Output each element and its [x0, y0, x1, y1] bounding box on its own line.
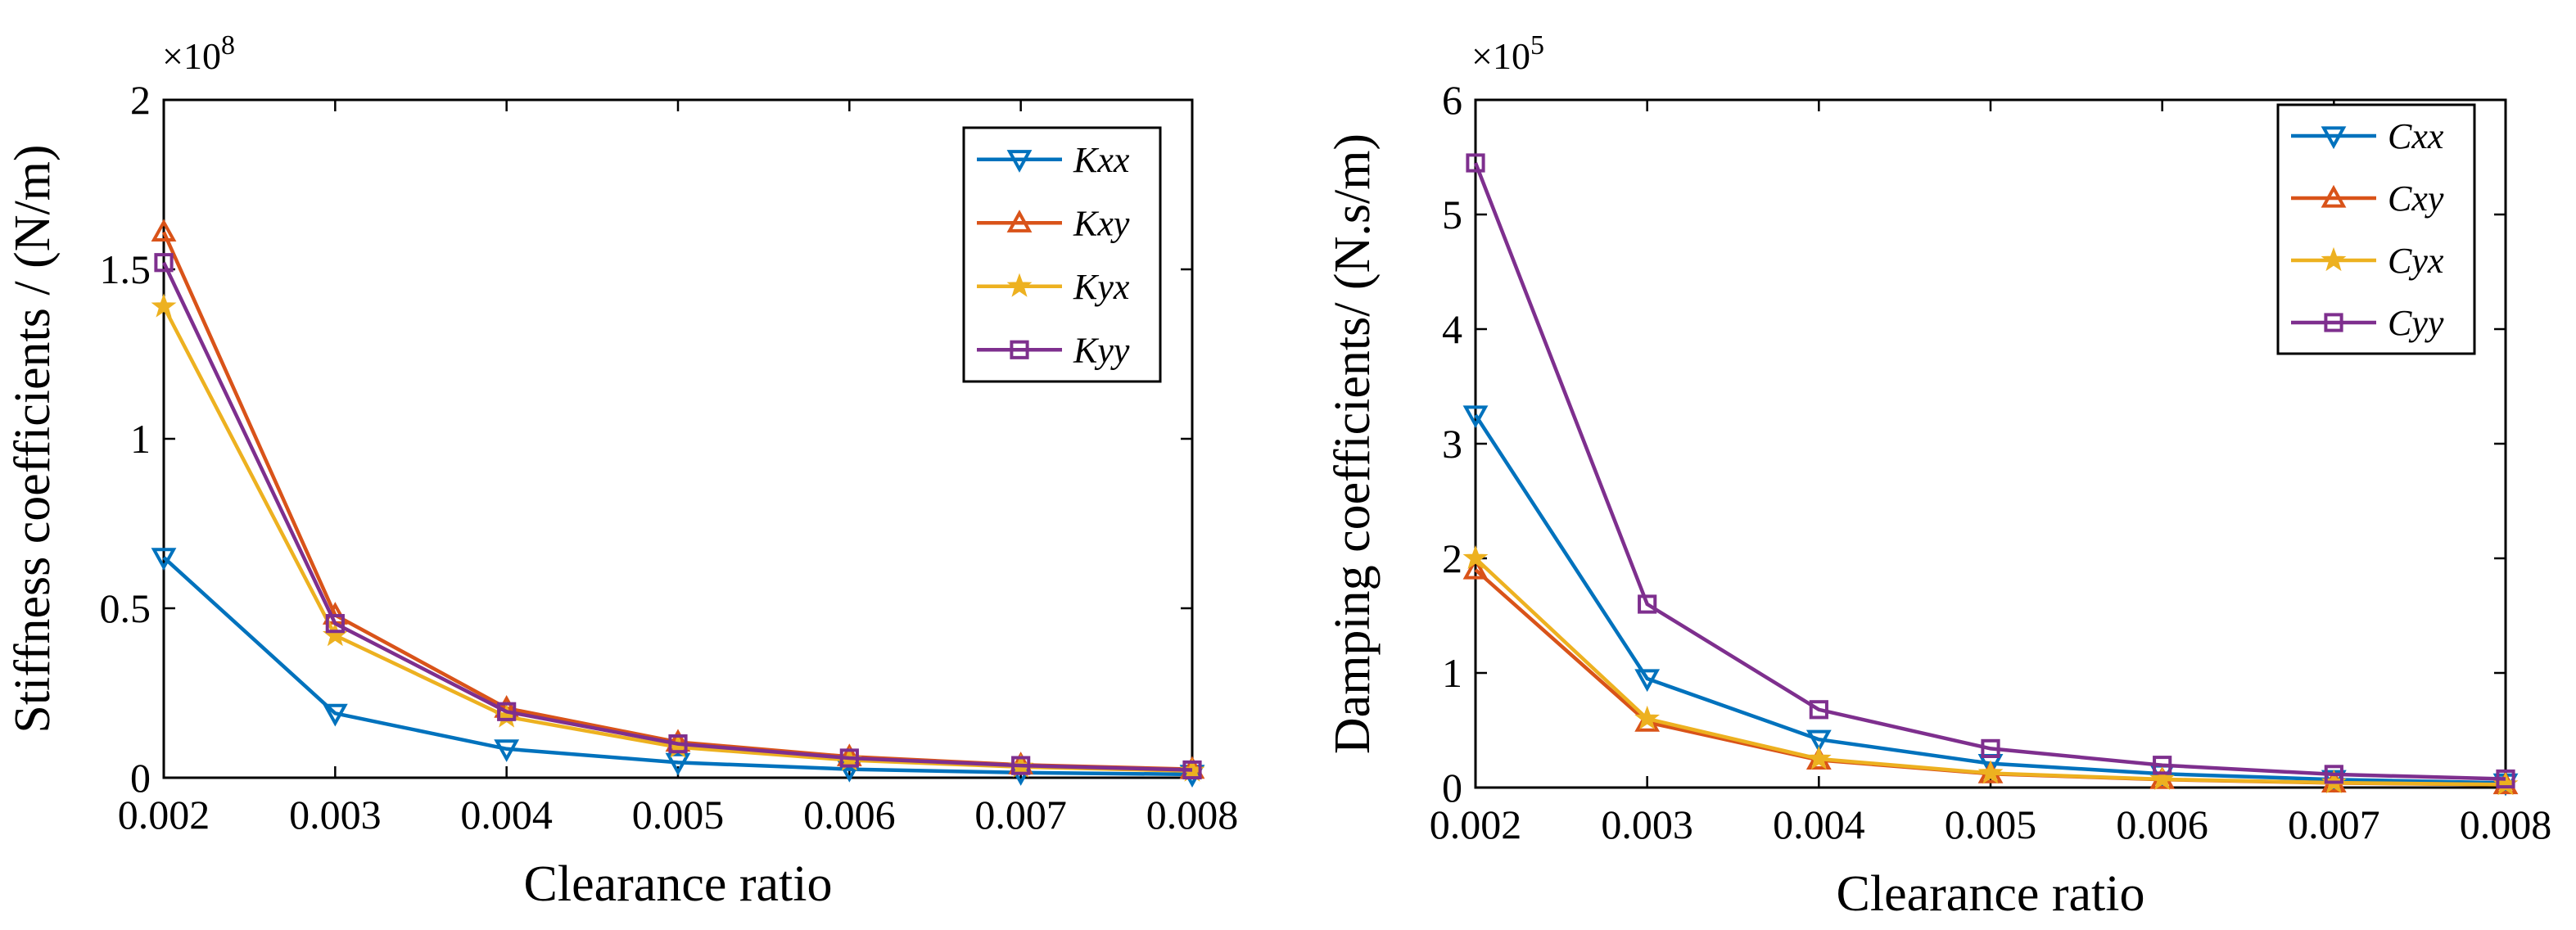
- y-tick-label: 2: [130, 77, 151, 123]
- y-exponent-label: ×105: [1471, 30, 1544, 77]
- y-tick-label: 1: [130, 416, 151, 462]
- x-tick-label: 0.004: [1773, 801, 1865, 847]
- stiffness-chart: 0.002 0.003 0.004 0.005 0.006 0.007 0.008 0 0.5 1…: [5, 30, 1238, 912]
- legend-label: Cyy: [2388, 303, 2444, 343]
- y-axis-label: Stiffness coefficients / (N/m): [5, 144, 61, 733]
- series-line: [1474, 557, 2506, 787]
- y-axis-label: Damping coefficients/ (N.s/m): [1325, 133, 1381, 754]
- series-kyy: [154, 253, 1202, 780]
- x-tick-label: 0.007: [974, 792, 1067, 837]
- data-point: [1182, 760, 1202, 780]
- data-point: [1977, 760, 2004, 784]
- y-exponent-power: 8: [221, 30, 235, 61]
- data-point: [2324, 765, 2343, 784]
- legend-label: Cyx: [2388, 241, 2444, 281]
- legend-box: [962, 126, 1162, 383]
- data-point: [1809, 700, 1828, 720]
- data-point: [1806, 745, 1832, 770]
- legend-marker: [2321, 126, 2347, 150]
- damping-chart: 0.002 0.003 0.004 0.005 0.006 0.007 0.008 0 1 2 3 4…: [1325, 30, 2551, 922]
- x-tick-label: 0.002: [1430, 801, 1522, 847]
- y-tick-label: 5: [1442, 192, 1462, 237]
- data-point: [1011, 756, 1031, 775]
- y-tick-label: 0: [1442, 765, 1462, 810]
- data-point: [1462, 405, 1489, 429]
- series-line: [1474, 413, 2506, 785]
- x-tick-label: 0.004: [460, 792, 553, 837]
- data-point: [1634, 669, 1661, 693]
- data-point: [1634, 705, 1660, 730]
- y-tick-label: 6: [1442, 77, 1462, 123]
- data-point: [2496, 769, 2515, 789]
- legend-label: Kxy: [1073, 203, 1130, 243]
- data-point: [322, 703, 348, 727]
- y-tick-label: 0: [130, 755, 151, 801]
- legend-marker: [2321, 184, 2347, 208]
- series-cyy: [1466, 153, 2515, 789]
- data-point: [151, 293, 177, 318]
- series-line: [161, 261, 1193, 772]
- y-tick-label: 1.5: [100, 246, 151, 292]
- x-tick-label: 0.005: [1945, 801, 2037, 847]
- y-exponent-label: ×108: [162, 30, 235, 77]
- y-tick-label: 0.5: [100, 585, 151, 631]
- x-tick-label: 0.003: [1601, 801, 1693, 847]
- data-point: [839, 748, 859, 768]
- legend-label: Cxy: [2388, 178, 2444, 219]
- data-point: [1805, 729, 1832, 753]
- y-tick-label: 2: [1442, 535, 1462, 581]
- y-tick-label: 4: [1442, 306, 1462, 352]
- legend-label: Cxx: [2388, 116, 2444, 156]
- data-point: [497, 702, 517, 721]
- x-tick-label: 0.006: [2116, 801, 2208, 847]
- legend: Kxx Kxy Kyx Kyy: [962, 126, 1162, 383]
- x-tick-label: 0.008: [1146, 792, 1239, 837]
- data-point: [2153, 756, 2172, 775]
- y-tick-label: 1: [1442, 650, 1462, 696]
- data-point: [494, 739, 520, 762]
- series-line: [1474, 568, 2506, 787]
- data-point: [154, 253, 174, 273]
- data-point: [665, 752, 691, 776]
- legend-marker: [2324, 313, 2343, 332]
- data-point: [151, 219, 177, 242]
- x-tick-label: 0.002: [118, 792, 210, 837]
- data-point: [151, 548, 177, 571]
- data-point: [668, 734, 688, 754]
- legend-label: Kyy: [1073, 330, 1130, 370]
- legend-marker: [2321, 246, 2347, 272]
- legend-box: [2276, 103, 2476, 355]
- x-tick-label: 0.005: [632, 792, 725, 837]
- data-point: [1466, 153, 1485, 173]
- legend: Cxx Cxy Cyx Cyy: [2276, 103, 2476, 355]
- data-point: [325, 614, 345, 634]
- y-exponent-power: 5: [1530, 30, 1544, 61]
- x-tick-label: 0.006: [803, 792, 896, 837]
- legend-marker: [1006, 210, 1033, 232]
- data-point: [1462, 556, 1489, 580]
- x-tick-label: 0.003: [289, 792, 382, 837]
- legend-label: Kyx: [1073, 267, 1130, 307]
- data-point: [2149, 765, 2176, 791]
- data-point: [1638, 594, 1657, 614]
- legend-marker: [1006, 273, 1033, 297]
- x-tick-label: 0.008: [2460, 801, 2552, 847]
- data-point: [1981, 738, 2000, 758]
- legend-marker: [1010, 340, 1029, 359]
- x-axis-label: Clearance ratio: [1837, 866, 2145, 922]
- x-axis-label: Clearance ratio: [524, 856, 833, 912]
- legend-marker: [1006, 150, 1033, 173]
- data-point: [1462, 544, 1489, 570]
- y-tick-label: 3: [1442, 421, 1462, 467]
- series-line: [1473, 162, 2506, 781]
- x-tick-label: 0.007: [2288, 801, 2380, 847]
- legend-label: Kxx: [1073, 140, 1130, 180]
- series-cxx: [1462, 405, 2519, 797]
